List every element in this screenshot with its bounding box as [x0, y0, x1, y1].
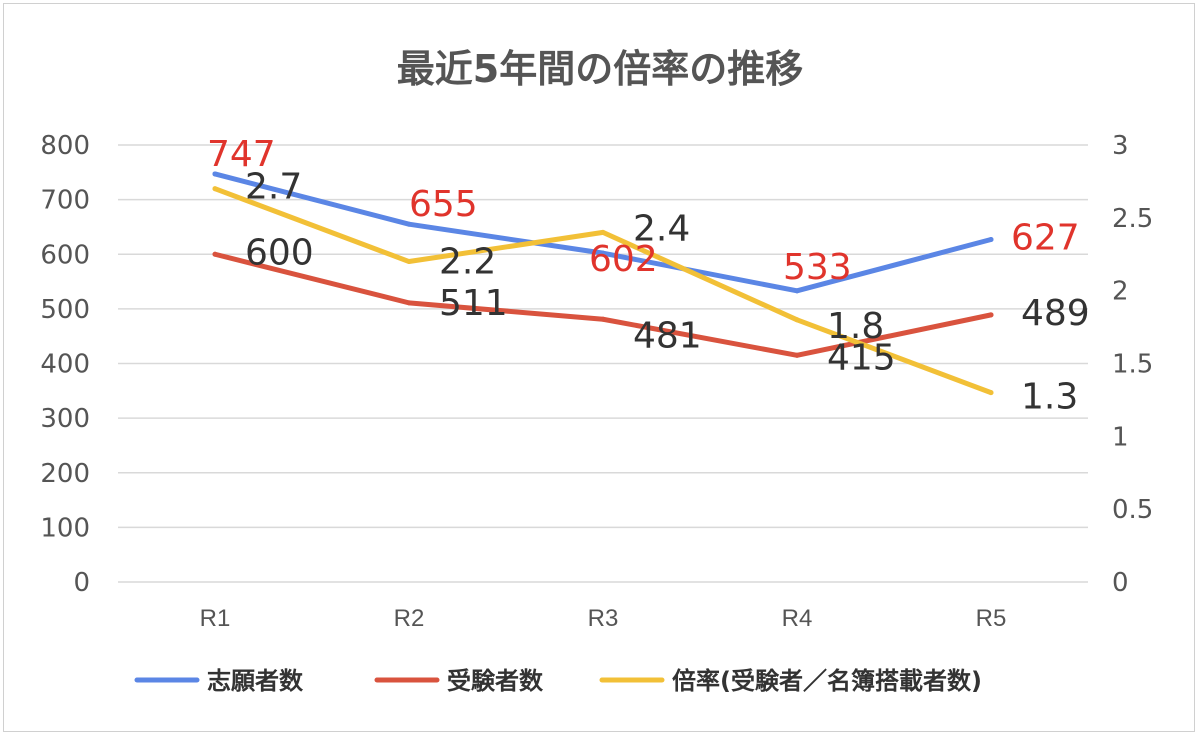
x-tick-label: R2 — [394, 605, 425, 632]
x-tick-label: R3 — [588, 605, 619, 632]
x-tick-label: R5 — [976, 605, 1007, 632]
left-tick-label: 200 — [40, 459, 90, 489]
data-label: 655 — [409, 184, 478, 225]
left-tick-label: 0 — [73, 568, 90, 598]
left-tick-label: 100 — [40, 513, 90, 543]
data-point — [600, 316, 606, 322]
data-label: 511 — [439, 283, 508, 324]
data-point — [794, 352, 800, 358]
data-label: 602 — [589, 239, 658, 280]
right-axis-ticks: 0 0.5 1 1.5 2 2.5 3 — [1112, 131, 1153, 598]
left-axis-ticks: 0 100 200 300 400 500 600 700 800 — [40, 131, 90, 598]
right-tick-label: 0 — [1112, 568, 1129, 598]
right-tick-label: 0.5 — [1112, 495, 1153, 525]
data-point — [600, 229, 606, 235]
data-point — [212, 186, 218, 192]
data-label: 1.3 — [1021, 377, 1078, 418]
x-tick-label: R1 — [200, 605, 231, 632]
left-tick-label: 300 — [40, 404, 90, 434]
data-point — [988, 390, 994, 396]
data-point — [212, 171, 218, 177]
right-tick-label: 2.5 — [1112, 204, 1153, 234]
left-tick-label: 800 — [40, 131, 90, 161]
data-label: 747 — [207, 134, 276, 175]
data-point — [600, 250, 606, 256]
data-point — [988, 237, 994, 243]
right-tick-label: 1 — [1112, 422, 1129, 452]
data-label: 627 — [1011, 218, 1080, 259]
data-label: 2.4 — [633, 208, 690, 249]
series-lines — [212, 171, 994, 396]
data-label: 415 — [827, 337, 896, 378]
data-point — [988, 312, 994, 318]
chart-title: 最近5年間の倍率の推移 — [397, 47, 803, 91]
left-tick-label: 400 — [40, 350, 90, 380]
data-point — [406, 259, 412, 265]
data-label: 1.8 — [827, 306, 884, 347]
right-tick-label: 1.5 — [1112, 350, 1153, 380]
grid-lines — [118, 144, 1088, 583]
legend-label: 志願者数 — [207, 667, 304, 695]
legend-label: 受験者数 — [447, 667, 544, 695]
data-point — [212, 251, 218, 257]
data-label: 489 — [1021, 293, 1090, 334]
legend-label: 倍率(受験者／名簿搭載者数) — [672, 667, 982, 695]
data-point — [794, 317, 800, 323]
right-tick-label: 2 — [1112, 277, 1129, 307]
data-labels: 747 655 602 533 627 600 511 481 415 489 2.7 2.2 2.4 1… — [207, 134, 1090, 418]
data-point — [406, 300, 412, 306]
x-tick-label: R4 — [782, 605, 813, 632]
data-label: 533 — [783, 247, 852, 288]
data-label: 600 — [245, 232, 314, 273]
chart-frame — [3, 3, 1195, 732]
data-label: 481 — [633, 315, 702, 356]
left-tick-label: 700 — [40, 186, 90, 216]
legend: 志願者数 受験者数 倍率(受験者／名簿搭載者数) — [134, 667, 982, 695]
left-tick-label: 500 — [40, 295, 90, 325]
data-label: 2.2 — [439, 242, 496, 283]
left-tick-label: 600 — [40, 240, 90, 270]
x-axis-ticks: R1 R2 R3 R4 R5 — [200, 605, 1007, 632]
data-label: 2.7 — [245, 167, 302, 208]
data-point — [406, 221, 412, 227]
data-point — [794, 288, 800, 294]
right-tick-label: 3 — [1112, 131, 1129, 161]
